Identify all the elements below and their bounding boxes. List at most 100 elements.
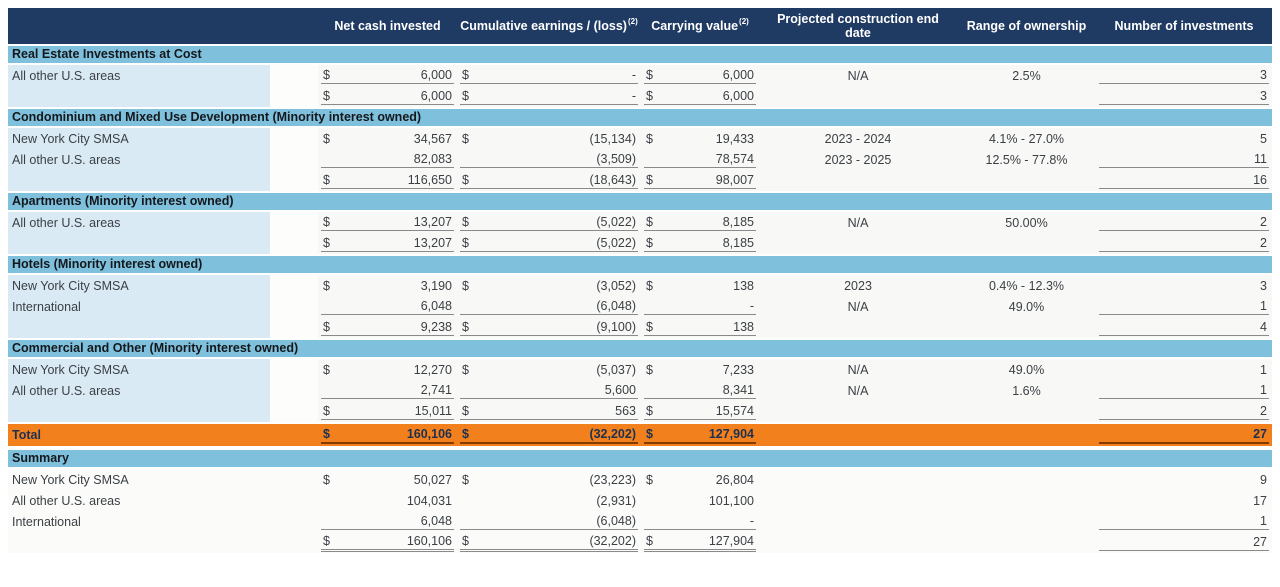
data-row: All other U.S. areas 2,741 5,600 8,341 N/A 1.… — [8, 380, 1272, 401]
nci-cell: 104,031 — [318, 490, 457, 511]
section-title: Condominium and Mixed Use Development (M… — [12, 110, 422, 124]
data-row: International 6,048 (6,048) - N/A 49.0% 1 — [8, 296, 1272, 317]
ownership-range-cell — [957, 469, 1096, 490]
construction-end-date-cell: N/A — [847, 362, 869, 377]
construction-end-date-cell: N/A — [847, 299, 869, 314]
construction-end-date-cell: N/A — [847, 215, 869, 230]
amount-value: (3,052) — [596, 278, 636, 293]
cv-cell: - — [641, 511, 759, 532]
nci-cell: $34,567 — [318, 128, 457, 149]
gap-cell — [270, 86, 318, 107]
section-header-row: Hotels (Minority interest owned) — [8, 254, 1272, 275]
money-line: $12,270 — [321, 362, 454, 378]
data-row: New York City SMSA $34,567 $ (15,134) $19,43… — [8, 128, 1272, 149]
money-line: $138 — [644, 319, 756, 336]
cv-cell: $127,904 — [641, 424, 759, 446]
col-header-own: Range of ownership — [966, 19, 1087, 33]
amount-value: 82,083 — [413, 152, 452, 166]
nci-cell: 6,048 — [318, 511, 457, 532]
num-investments-cell: 2 — [1096, 212, 1272, 233]
money-line: $ - — [460, 67, 638, 84]
amount-value: (15,134) — [589, 131, 636, 146]
money-line: (6,048) — [460, 298, 638, 315]
amount-value: - — [631, 68, 636, 82]
row-label: International — [8, 296, 270, 317]
ownership-range-cell — [957, 86, 1096, 107]
dollar-sign: $ — [462, 320, 469, 334]
ce-cell: $ - — [457, 65, 641, 86]
dollar-sign: $ — [323, 89, 330, 103]
dollar-sign: $ — [323, 534, 330, 548]
cv-cell: $6,000 — [641, 65, 759, 86]
amount-value: (32,202) — [589, 534, 636, 548]
nci-cell: 6,048 — [318, 296, 457, 317]
gap-cell — [270, 532, 318, 553]
money-line: $116,650 — [321, 172, 454, 189]
num-investments-value: 2 — [1099, 214, 1269, 231]
row-label: New York City SMSA — [8, 128, 270, 149]
nci-cell: 2,741 — [318, 380, 457, 401]
amount-value: 78,574 — [715, 152, 754, 166]
num-investments-value: 16 — [1099, 172, 1269, 189]
ownership-range-cell: 0.4% - 12.3% — [988, 278, 1065, 293]
data-row: New York City SMSA $12,270 $ (5,037) $7,233 N… — [8, 359, 1272, 380]
amount-value: - — [631, 89, 636, 103]
num-investments-value: 5 — [1260, 131, 1267, 146]
num-investments-value: 27 — [1099, 426, 1269, 444]
ce-cell: $ (5,022) — [457, 212, 641, 233]
ownership-range-cell: 49.0% — [1008, 362, 1045, 377]
section-header-row: Condominium and Mixed Use Development (M… — [8, 107, 1272, 128]
ce-cell: $563 — [457, 401, 641, 422]
cv-cell: $8,185 — [641, 212, 759, 233]
data-row: All other U.S. areas 82,083 (3,509) 78,574 2… — [8, 149, 1272, 170]
amount-value: 8,185 — [722, 236, 754, 250]
cv-cell: $98,007 — [641, 170, 759, 191]
num-investments-cell: 9 — [1096, 469, 1272, 490]
cv-cell: $138 — [641, 275, 759, 296]
summary-total-row: $160,106 $ (32,202) $127,904 27 — [8, 532, 1272, 553]
cv-cell: 8,341 — [641, 380, 759, 401]
dollar-sign: $ — [323, 236, 330, 250]
dollar-sign: $ — [646, 131, 653, 146]
gap-cell — [270, 511, 318, 532]
amount-value: (5,022) — [596, 236, 636, 250]
dollar-sign: $ — [646, 215, 653, 229]
subtotal-row: $9,238 $ (9,100) $138 4 — [8, 317, 1272, 338]
num-investments-cell: 5 — [1096, 128, 1272, 149]
money-line: (6,048) — [460, 513, 638, 530]
dollar-sign: $ — [646, 236, 653, 250]
gap-cell — [270, 275, 318, 296]
data-row: All other U.S. areas $13,207 $ (5,022) $8,18… — [8, 212, 1272, 233]
amount-value: 7,233 — [722, 362, 754, 377]
col-header-cv: Carrying value (2) — [651, 17, 749, 34]
nci-cell: $15,011 — [318, 401, 457, 422]
money-line: 6,048 — [321, 298, 454, 315]
dollar-sign: $ — [323, 278, 330, 293]
construction-end-date-cell — [759, 490, 957, 511]
dollar-sign: $ — [462, 404, 469, 418]
num-investments-value: 1 — [1099, 382, 1269, 399]
construction-end-date-cell — [759, 469, 957, 490]
ownership-range-cell — [957, 233, 1096, 254]
amount-value: 6,048 — [420, 514, 452, 528]
money-line: - — [644, 513, 756, 530]
money-line: $34,567 — [321, 131, 454, 147]
construction-end-date-cell: 2023 - 2025 — [824, 152, 892, 167]
amount-value: 116,650 — [407, 173, 452, 187]
subtotal-row: $13,207 $ (5,022) $8,185 2 — [8, 233, 1272, 254]
nci-cell: $116,650 — [318, 170, 457, 191]
gap-cell — [270, 128, 318, 149]
section-title: Commercial and Other (Minority interest … — [12, 341, 299, 355]
col-header-ce: Cumulative earnings / (loss) (2) — [460, 17, 638, 34]
amount-value: 6,000 — [420, 68, 452, 82]
ce-cell: (6,048) — [457, 296, 641, 317]
gap-cell — [270, 296, 318, 317]
row-label: All other U.S. areas — [8, 212, 270, 233]
gap-cell — [270, 233, 318, 254]
cv-cell: $19,433 — [641, 128, 759, 149]
money-line: $6,000 — [644, 67, 756, 84]
row-label: New York City SMSA — [12, 472, 129, 487]
gap-cell — [270, 359, 318, 380]
dollar-sign: $ — [646, 404, 653, 418]
money-line: 82,083 — [321, 151, 454, 168]
